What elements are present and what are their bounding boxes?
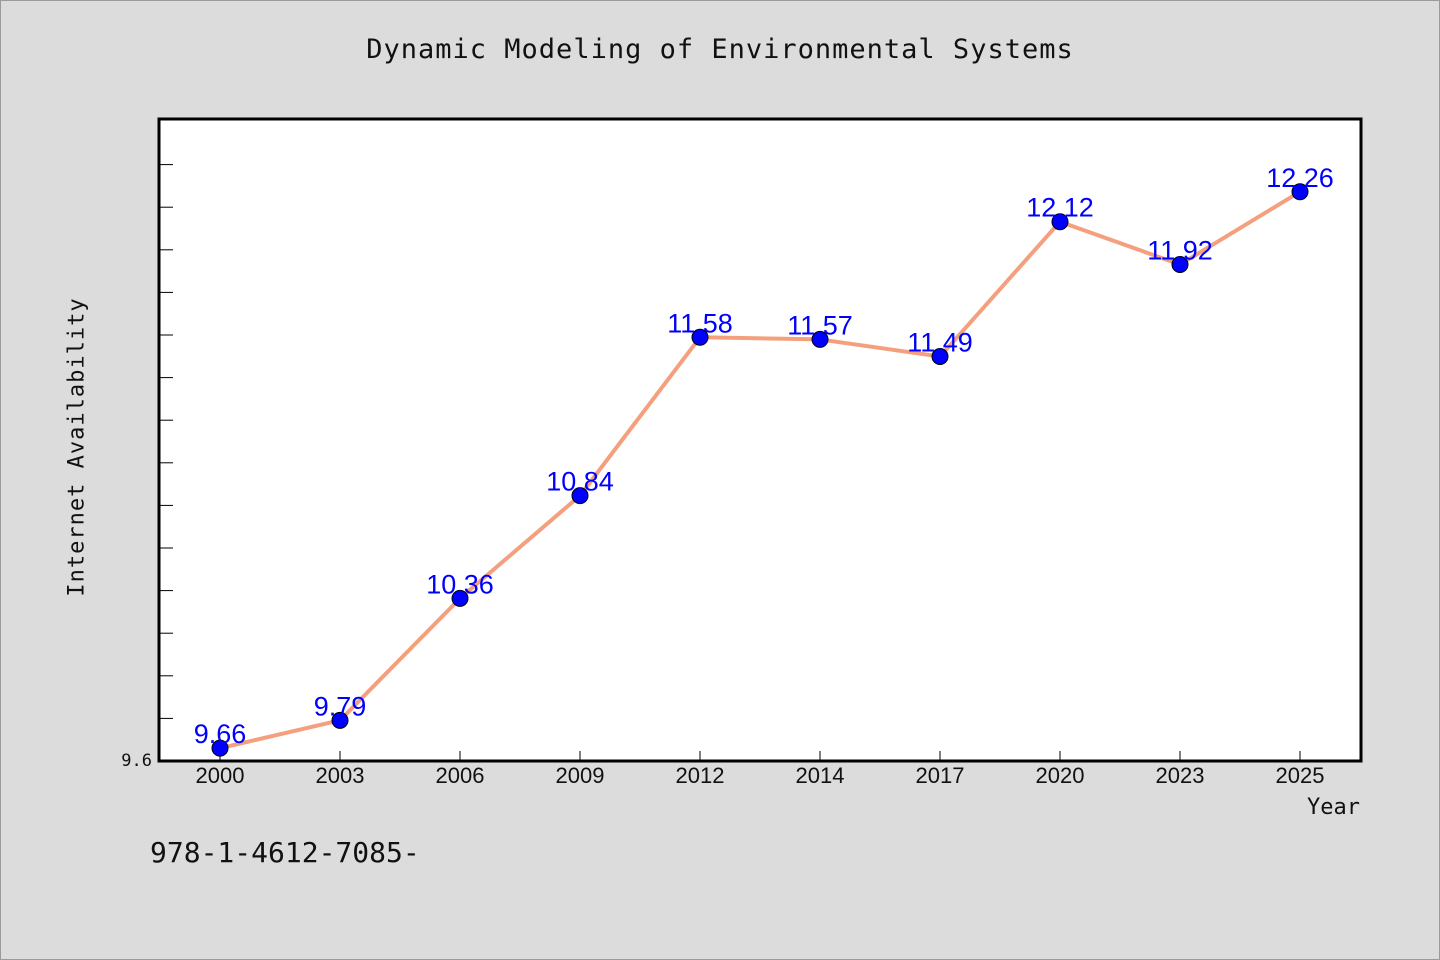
data-point: [811, 330, 829, 348]
data-point: [211, 739, 229, 757]
data-label: 11.92: [1147, 236, 1213, 266]
data-point: [691, 328, 709, 346]
x-tick-labels: 2000 2003 2006 2009 2012 2014 2017 2020 2023 2025: [196, 763, 1325, 788]
data-label: 11.57: [787, 310, 853, 340]
x-tick-label: 2025: [1276, 763, 1325, 788]
data-label: 10.36: [426, 569, 494, 599]
x-tick-label: 2017: [916, 763, 965, 788]
data-labels: 9.66 9.79 10.36 10.84 11.58 11.57 11.49 12.12 11…: [194, 163, 1334, 749]
y-axis-ticks: [159, 164, 173, 719]
x-tick-label: 2014: [796, 763, 845, 788]
x-axis-ticks: [219, 751, 1301, 761]
data-label: 12.26: [1266, 163, 1334, 193]
data-label: 9.66: [194, 719, 247, 749]
x-tick-label: 2012: [676, 763, 725, 788]
data-label: 11.49: [907, 328, 973, 358]
data-label: 12.12: [1026, 193, 1094, 223]
data-point: [451, 589, 469, 607]
data-point: [1171, 256, 1189, 274]
data-point: [1291, 183, 1309, 201]
x-tick-label: 2020: [1036, 763, 1085, 788]
x-axis-label: Year: [1307, 795, 1360, 820]
x-tick-label: 2006: [436, 763, 485, 788]
chart-title: Dynamic Modeling of Environmental System…: [366, 34, 1074, 65]
data-label: 9.79: [314, 691, 367, 721]
data-point: [331, 711, 349, 729]
x-tick-label: 2000: [196, 763, 245, 788]
data-label: 11.58: [667, 308, 733, 338]
footer-code: 978-1-4612-7085-: [150, 836, 420, 869]
data-point: [931, 348, 949, 366]
data-label: 10.84: [546, 467, 614, 497]
data-point: [1051, 213, 1069, 231]
data-points: [211, 183, 1309, 757]
plot-area: [157, 117, 1363, 763]
x-tick-label: 2009: [556, 763, 605, 788]
x-tick-label: 2003: [316, 763, 365, 788]
data-point: [571, 487, 589, 505]
x-tick-label: 2023: [1156, 763, 1205, 788]
series-line: [219, 190, 1302, 751]
y-tick-label: 9.6: [121, 751, 152, 771]
